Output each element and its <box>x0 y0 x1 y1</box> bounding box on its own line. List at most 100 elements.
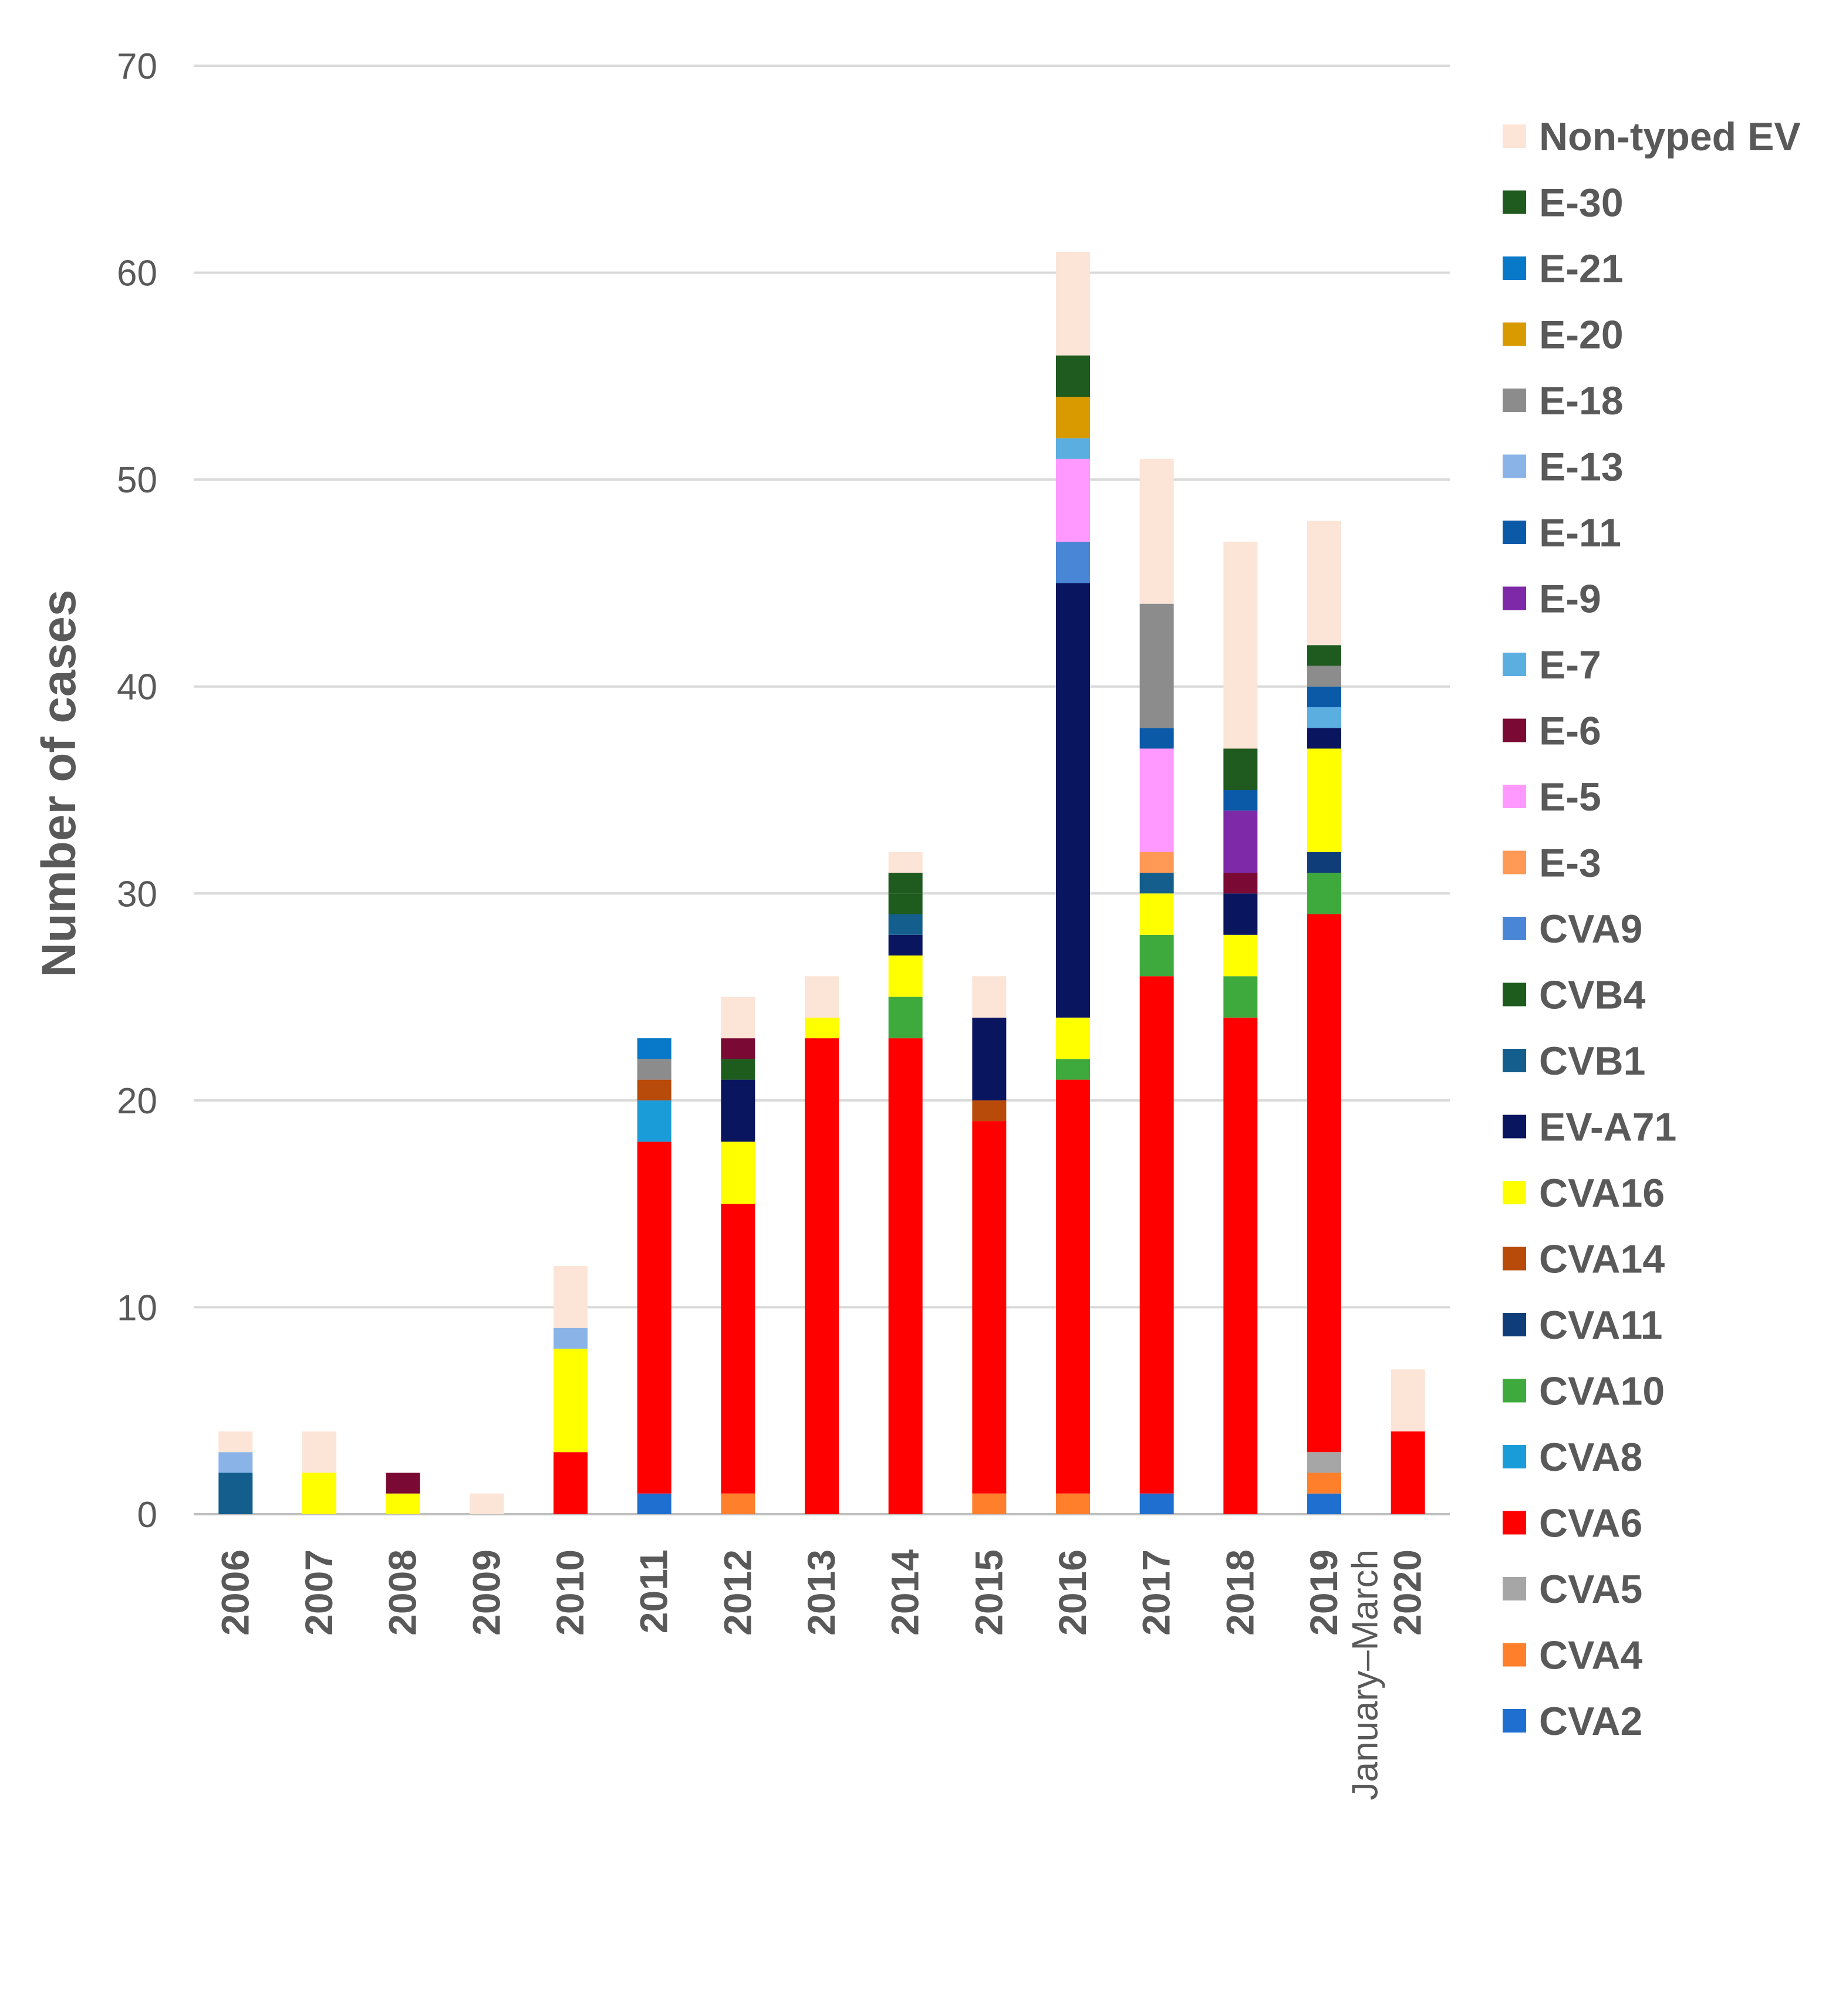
bar-segment-non-typed-ev <box>972 976 1007 1018</box>
y-axis-label: Number of cases <box>32 590 86 978</box>
legend-swatch <box>1503 1709 1526 1733</box>
legend-label: E-30 <box>1539 181 1624 225</box>
legend-item: CVA8 <box>1503 1435 1642 1480</box>
bar-segment-e-18 <box>1139 603 1174 728</box>
bar-segment-cvb1 <box>1139 873 1174 894</box>
bar-segment-cva4 <box>972 1493 1007 1514</box>
legend-item: E-18 <box>1503 379 1624 423</box>
bar-segment-cva2 <box>1139 1493 1174 1514</box>
legend-label: CVB1 <box>1539 1039 1645 1083</box>
bar-segment-non-typed-ev <box>218 1431 253 1453</box>
y-tick-label: 70 <box>117 46 157 87</box>
bar-segment-non-typed-ev <box>554 1265 588 1328</box>
legend-item: E-20 <box>1503 313 1624 357</box>
legend-label: E-9 <box>1539 577 1601 622</box>
legend-swatch <box>1503 521 1526 544</box>
bar-segment-e-20 <box>1056 397 1090 438</box>
bar-segment-cva10 <box>1307 873 1341 914</box>
legend-label: E-13 <box>1539 445 1624 489</box>
legend-label: CVA16 <box>1539 1171 1665 1215</box>
x-tick-label: 2006 <box>213 1549 257 1636</box>
legend-item: CVB1 <box>1503 1039 1645 1083</box>
bar-segment-cvb4 <box>721 1059 755 1080</box>
bar-segment-non-typed-ev <box>888 852 923 873</box>
bar-segment-cva6 <box>1391 1431 1425 1514</box>
x-tick-label: 2011 <box>632 1549 676 1633</box>
bar-segment-non-typed-ev <box>470 1493 504 1514</box>
legend-swatch <box>1503 190 1526 214</box>
bar-segment-non-typed-ev <box>1056 252 1090 356</box>
bar-segment-cva16 <box>386 1493 420 1514</box>
bar-segment-e-13 <box>218 1452 253 1473</box>
bar-segment-cva11 <box>1307 852 1341 873</box>
legend-item: CVA16 <box>1503 1171 1665 1215</box>
bar-segment-e-11 <box>1139 728 1174 749</box>
legend-swatch <box>1503 718 1526 742</box>
legend-item: CVA4 <box>1503 1633 1643 1678</box>
legend-swatch <box>1503 982 1526 1007</box>
legend-swatch <box>1503 917 1526 940</box>
legend-swatch <box>1503 389 1526 412</box>
y-tick-label: 40 <box>117 667 157 708</box>
legend-item: CVA14 <box>1503 1237 1665 1282</box>
bar-segment-cva16 <box>554 1348 588 1453</box>
legend-swatch <box>1503 1445 1526 1468</box>
legend-item: CVA11 <box>1503 1303 1662 1348</box>
bar-segment-cva10 <box>888 997 923 1039</box>
x-tick-sublabel: January–March <box>1345 1549 1386 1800</box>
legend-item: CVA9 <box>1503 907 1642 951</box>
legend-swatch <box>1503 850 1526 874</box>
legend-label: CVA11 <box>1539 1303 1662 1348</box>
legend-swatch <box>1503 1049 1526 1072</box>
bar-segment-e-6 <box>386 1473 420 1494</box>
bar-segment-e-11 <box>1307 686 1341 707</box>
bar-segment-cva16 <box>1307 748 1341 852</box>
bar-segment-cva16 <box>721 1142 755 1204</box>
x-tick-label: 2013 <box>799 1549 843 1636</box>
bar-segment-cva10 <box>1056 1059 1090 1080</box>
legend-label: CVA2 <box>1539 1699 1642 1744</box>
y-tick-label: 10 <box>117 1288 157 1328</box>
legend-label: CVA9 <box>1539 907 1642 951</box>
x-tick-label: 2010 <box>548 1549 592 1636</box>
bar-segment-ev-a71 <box>1223 893 1258 935</box>
bar-segment-cva16 <box>888 955 923 997</box>
legend-label: Non-typed EV <box>1539 114 1801 159</box>
bar-segment-non-typed-ev <box>302 1431 336 1473</box>
x-tick-label: 2008 <box>381 1549 424 1636</box>
legend-swatch <box>1503 124 1526 148</box>
y-tick-label: 0 <box>137 1495 157 1535</box>
bar-segment-cva16 <box>302 1473 336 1514</box>
legend-swatch <box>1503 256 1526 280</box>
legend-item: E-13 <box>1503 445 1624 489</box>
bar-segment-cva6 <box>805 1038 839 1514</box>
legend-label: CVA8 <box>1539 1435 1642 1480</box>
y-tick-label: 60 <box>117 254 157 294</box>
bar-segment-e-30 <box>1056 355 1090 397</box>
legend-item: CVA5 <box>1503 1567 1642 1612</box>
x-tick-label: 2014 <box>883 1549 927 1636</box>
legend-label: E-5 <box>1539 775 1601 819</box>
bar-segment-cva14 <box>637 1079 671 1100</box>
x-tick-label: 2018 <box>1218 1549 1261 1636</box>
bar-segment-cva10 <box>1223 976 1258 1018</box>
legend-item: CVA6 <box>1503 1501 1642 1546</box>
legend-item: Non-typed EV <box>1503 114 1801 159</box>
legend-item: CVA10 <box>1503 1369 1665 1414</box>
legend-swatch <box>1503 1115 1526 1139</box>
legend-swatch <box>1503 1577 1526 1600</box>
bar-segment-ev-a71 <box>888 934 923 956</box>
x-tick-label: 2015 <box>967 1549 1010 1636</box>
bar-segment-ev-a71 <box>1307 728 1341 749</box>
bar-segment-ev-a71 <box>1056 583 1090 1018</box>
legend-swatch <box>1503 1511 1526 1535</box>
legend-item: E-9 <box>1503 577 1601 622</box>
bar-segment-cva6 <box>721 1204 755 1494</box>
legend-swatch <box>1503 586 1526 610</box>
bar-segment-non-typed-ev <box>1223 541 1258 749</box>
bar-segment-e-30 <box>1307 645 1341 666</box>
y-tick-label: 30 <box>117 874 157 914</box>
bar-segment-e-6 <box>1223 873 1258 894</box>
x-tick-label: 2012 <box>716 1549 759 1636</box>
bar-segment-e-7 <box>1307 707 1341 728</box>
